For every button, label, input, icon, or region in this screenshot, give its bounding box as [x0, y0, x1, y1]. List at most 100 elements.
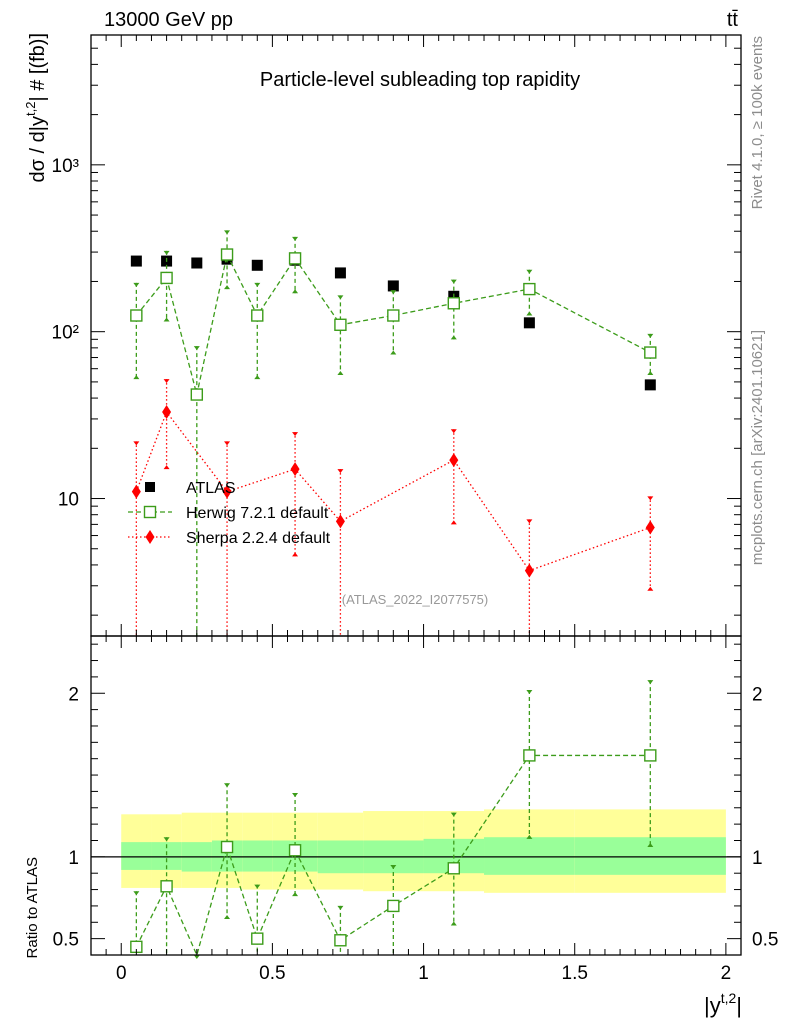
herwig-point-9 [523, 282, 536, 296]
herwig-cap-high-2 [193, 346, 200, 351]
legend: ATLAS Herwig 7.2.1 default Sherpa 2.2.4 de… [128, 480, 331, 547]
x-tick-label-1.5: 1.5 [562, 963, 588, 984]
herwig-ratio-point-8 [447, 862, 460, 875]
herwig-ratio-cap-high-2 [193, 955, 200, 959]
herwig-ratio-cap-low-8 [450, 921, 457, 926]
atlas-point-9 [523, 317, 535, 329]
x-tick-label-2: 2 [721, 963, 732, 984]
herwig-ratio-point-3 [220, 840, 234, 854]
herwig-ratio-point-1 [160, 880, 173, 893]
herwig-cap-high-3 [224, 230, 231, 235]
herwig-ratio-cap-high-7 [390, 865, 397, 870]
main-axes: 10 10² 10³ [52, 34, 742, 637]
ratio-tick-label-left-0.5: 0.5 [53, 930, 79, 951]
sherpa-point-9 [524, 563, 534, 578]
legend-sherpa-marker [145, 530, 155, 544]
herwig-cap-high-10 [647, 333, 654, 338]
ratio-y-label: Ratio to ATLAS [24, 857, 41, 958]
sherpa-cap-low-10 [647, 586, 654, 591]
legend-atlas-marker [145, 482, 155, 492]
sherpa-point-10 [645, 520, 655, 535]
herwig-point-4 [251, 309, 264, 322]
sherpa-point-6 [335, 514, 345, 529]
process-label: tt̄ [727, 9, 739, 31]
herwig-ratio-cap-low-9 [526, 834, 533, 839]
herwig-ratio-cap-high-4 [254, 884, 261, 889]
y-axis-label-main: dσ / d|y [27, 116, 49, 182]
herwig-cap-low-4 [254, 375, 261, 380]
x-tick-label-0.5: 0.5 [259, 963, 285, 984]
herwig-cap-high-8 [450, 279, 457, 284]
herwig-cap-low-5 [292, 289, 299, 294]
herwig-point-10 [644, 346, 657, 359]
herwig-cap-low-3 [224, 285, 231, 290]
x-axis-label: |yt,2| [704, 990, 742, 1018]
herwig-point-3 [220, 248, 234, 261]
herwig-cap-low-1 [163, 317, 170, 322]
herwig-ratio-point-4 [251, 932, 264, 945]
ratio-axes: 0 0.5 1 1.5 2 0.5 0.5 1 1 2 2 [53, 635, 778, 984]
sherpa-point-3 [222, 484, 232, 499]
herwig-point-8 [447, 297, 460, 310]
ratio-tick-label-right-1: 1 [752, 848, 763, 869]
herwig-cap-high-9 [526, 269, 533, 274]
herwig-line [135, 252, 651, 395]
herwig-ratio-cap-high-5 [292, 793, 299, 798]
y-tick-label-1: 10² [52, 323, 79, 344]
herwig-point-6 [334, 318, 347, 331]
sherpa-point-5 [290, 462, 300, 477]
main-series-layer [130, 230, 657, 636]
herwig-point-1 [160, 271, 173, 285]
herwig-ratio-cap-low-10 [647, 843, 654, 848]
chart-title: Particle-level subleading top rapidity [260, 69, 580, 91]
herwig-cap-high-0 [133, 282, 140, 287]
herwig-ratio-point-6 [334, 934, 347, 947]
herwig-point-0 [130, 309, 143, 322]
sherpa-point-8 [449, 453, 459, 468]
herwig-cap-high-4 [254, 282, 261, 287]
sherpa-cap-high-1 [163, 379, 170, 384]
herwig-cap-low-7 [390, 350, 397, 355]
atlas-point-4 [251, 259, 263, 271]
herwig-ratio-cap-high-6 [337, 905, 344, 910]
herwig-ratio-cap-high-3 [224, 783, 231, 788]
energy-label: 13000 GeV pp [104, 9, 233, 31]
ratio-frame [90, 635, 742, 956]
herwig-ratio-cap-high-10 [647, 680, 654, 685]
herwig-cap-low-10 [647, 371, 654, 376]
sherpa-cap-high-0 [133, 441, 140, 446]
ratio-tick-label-right-2: 2 [752, 684, 763, 705]
x-axis-label-main: |y [704, 993, 721, 1018]
sherpa-point-0 [131, 484, 141, 499]
y-tick-label-0: 10 [58, 490, 79, 511]
atlas-point-7 [387, 280, 399, 292]
legend-label-0: ATLAS [186, 480, 236, 497]
sherpa-cap-high-9 [526, 519, 533, 524]
herwig-point-2 [190, 388, 204, 401]
herwig-ratio-cap-high-0 [133, 891, 140, 896]
y-axis-label: dσ / d|yt,2| # [(fb)] [23, 33, 49, 182]
herwig-cap-high-7 [390, 290, 397, 295]
sherpa-cap-high-6 [337, 469, 344, 474]
y-axis-label-end: | # [(fb)] [27, 33, 49, 102]
herwig-point-5 [288, 252, 302, 265]
atlas-point-0 [130, 255, 142, 267]
x-axis-label-sup: t,2 [721, 990, 737, 1006]
analysis-tag: (ATLAS_2022_I2077575) [342, 592, 488, 607]
herwig-ratio-point-7 [387, 899, 400, 913]
herwig-cap-low-6 [337, 371, 344, 376]
legend-label-1: Herwig 7.2.1 default [186, 505, 329, 522]
ratio-tick-label-left-1: 1 [68, 848, 79, 869]
herwig-cap-high-6 [337, 295, 344, 300]
atlas-point-10 [644, 379, 656, 391]
herwig-ratio-cap-high-9 [526, 689, 533, 694]
herwig-cap-high-5 [292, 236, 299, 241]
ratio-tick-label-left-2: 2 [68, 684, 79, 705]
sherpa-cap-high-5 [292, 432, 299, 437]
herwig-ratio-cap-high-1 [163, 837, 170, 842]
sherpa-cap-high-10 [647, 496, 654, 501]
ratio-bands [91, 809, 741, 893]
herwig-cap-low-8 [450, 335, 457, 340]
y-axis-label-sup: t,2 [23, 102, 38, 116]
